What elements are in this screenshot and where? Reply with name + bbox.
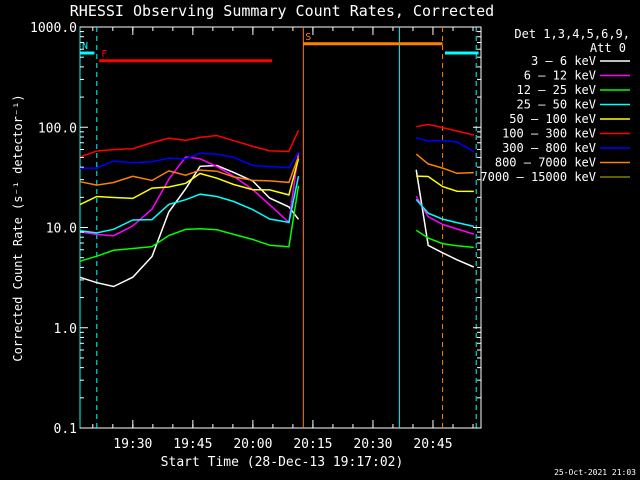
series-line bbox=[79, 152, 300, 237]
x-tick-label: 20:30 bbox=[353, 437, 392, 452]
flag-bars: N F S bbox=[80, 32, 479, 63]
series-line bbox=[415, 198, 474, 228]
series-line bbox=[415, 229, 474, 249]
x-tick-label: 20:45 bbox=[413, 437, 452, 452]
x-tick-label: 19:45 bbox=[173, 437, 212, 452]
x-axis-label: Start Time (28-Dec-13 19:17:02) bbox=[161, 455, 404, 470]
y-tick-label: 0.1 bbox=[54, 422, 77, 437]
y-tick-label: 1.0 bbox=[54, 322, 77, 337]
legend-label: 7000 – 15000 keV bbox=[480, 170, 596, 184]
series-line bbox=[79, 129, 300, 158]
flag-bar-label: S bbox=[305, 32, 311, 43]
series-line bbox=[79, 155, 300, 186]
timestamp: 25-Oct-2021 21:03 bbox=[554, 468, 636, 477]
legend-label: 6 – 12 keV bbox=[524, 69, 596, 83]
series-line bbox=[416, 137, 475, 153]
series-line bbox=[415, 195, 475, 235]
x-axis: 19:30 19:45 20:00 20:15 20:30 20:45 bbox=[92, 27, 474, 452]
legend-label: 100 – 300 keV bbox=[502, 127, 596, 141]
series-line bbox=[79, 176, 300, 234]
y-tick-label: 100.0 bbox=[38, 121, 77, 136]
legend-label: 800 – 7000 keV bbox=[495, 156, 596, 170]
y-tick-label: 1000.0 bbox=[30, 21, 77, 36]
detector-label-line2: Att 0 bbox=[590, 41, 626, 55]
flag-bar-label: N bbox=[82, 41, 88, 52]
y-axis-label: Corrected Count Rate (s⁻¹ detector⁻¹) bbox=[11, 94, 25, 361]
series-line bbox=[415, 169, 475, 268]
legend-label: 25 – 50 keV bbox=[517, 98, 596, 112]
y-tick-label: 10.0 bbox=[46, 222, 77, 237]
series-line bbox=[79, 151, 300, 170]
series-line bbox=[79, 158, 300, 206]
legend-label: 3 – 6 keV bbox=[531, 54, 596, 68]
series-lines bbox=[79, 123, 475, 288]
legend-label: 300 – 800 keV bbox=[502, 141, 596, 155]
detector-label-line1: Det 1,3,4,5,6,9, bbox=[514, 27, 630, 41]
series-line bbox=[416, 175, 474, 193]
series-line bbox=[416, 123, 474, 136]
series-line bbox=[415, 153, 474, 175]
legend-label: 50 – 100 keV bbox=[509, 112, 596, 126]
x-tick-label: 20:15 bbox=[293, 437, 332, 452]
flag-bar-label: F bbox=[101, 49, 107, 60]
y-axis: 0.1 1.0 10.0 100.0 1000.0 bbox=[30, 21, 481, 437]
x-tick-label: 19:30 bbox=[113, 437, 152, 452]
legend-label: 12 – 25 keV bbox=[517, 83, 596, 97]
series-line bbox=[79, 185, 300, 262]
chart-title: RHESSI Observing Summary Count Rates, Co… bbox=[70, 2, 494, 20]
x-tick-label: 20:00 bbox=[233, 437, 272, 452]
